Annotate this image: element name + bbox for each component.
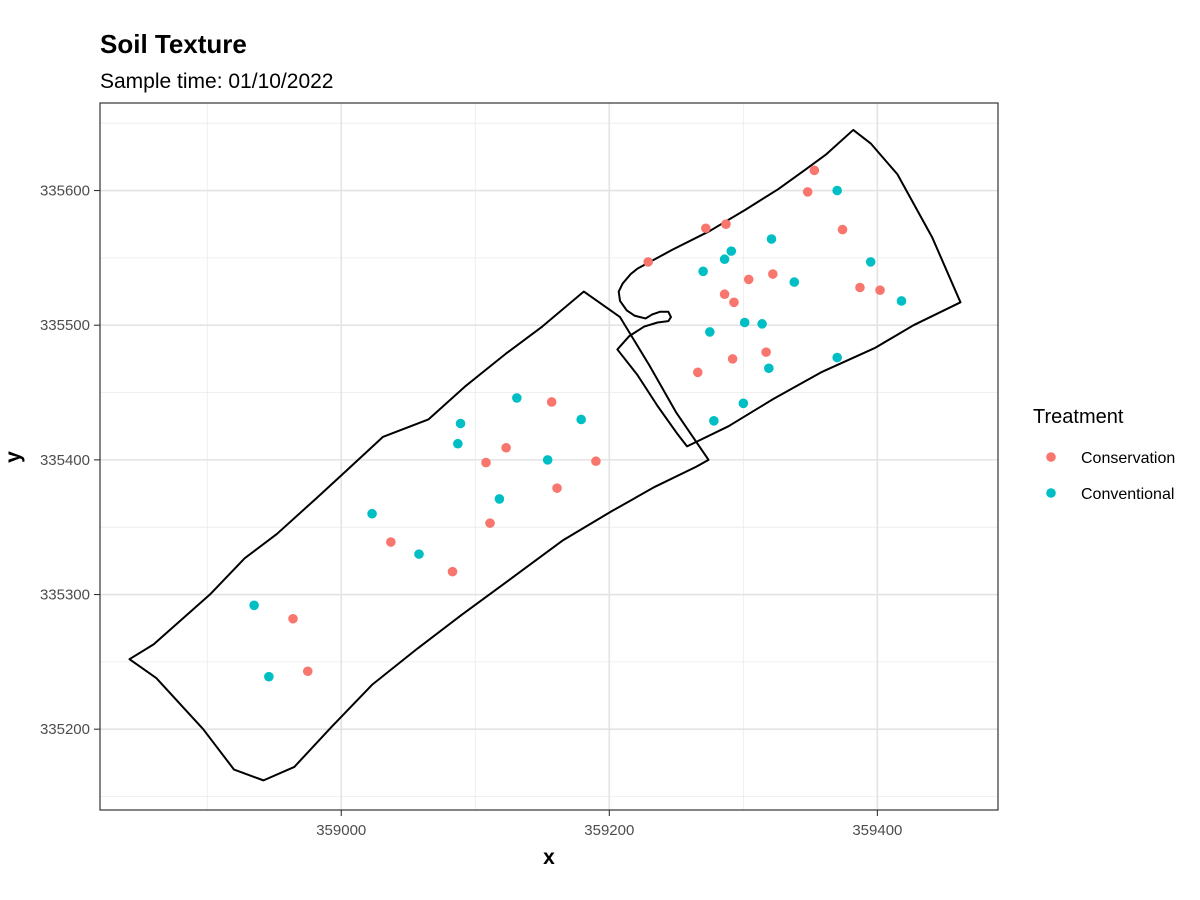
y-tick-label: 335500 bbox=[40, 317, 90, 334]
y-tick-label: 335400 bbox=[40, 452, 90, 469]
point-conventional bbox=[414, 549, 424, 559]
point-conventional bbox=[832, 352, 842, 363]
chart-subtitle: Sample time: 01/10/2022 bbox=[100, 70, 333, 93]
point-conservation bbox=[501, 442, 511, 453]
y-tick-label: 335300 bbox=[40, 587, 90, 604]
y-axis-ticks: 335200 335300 335400 335500 335600 bbox=[40, 183, 100, 738]
point-conventional bbox=[764, 363, 774, 374]
point-conservation bbox=[692, 367, 703, 378]
point-conventional bbox=[739, 317, 750, 328]
x-axis-ticks: 359000 359200 359400 bbox=[316, 810, 902, 839]
field-boundary-southwest bbox=[128, 290, 710, 782]
point-conservation bbox=[552, 483, 562, 493]
x-tick-label: 359200 bbox=[584, 822, 634, 839]
legend-entries: Conservation Conventional bbox=[1046, 450, 1175, 503]
y-axis-label: y bbox=[2, 451, 25, 463]
point-conservation bbox=[721, 219, 731, 229]
point-conservation bbox=[875, 285, 885, 295]
y-tick-label: 335600 bbox=[40, 183, 90, 200]
point-conventional bbox=[494, 494, 505, 504]
point-conventional bbox=[367, 508, 377, 519]
chart-title: Soil Texture bbox=[100, 29, 247, 59]
point-conservation bbox=[802, 187, 813, 197]
legend-label-conventional: Conventional bbox=[1081, 486, 1174, 503]
point-conservation bbox=[591, 456, 601, 467]
point-conventional bbox=[789, 277, 800, 287]
point-conservation bbox=[837, 224, 848, 235]
point-conventional bbox=[865, 257, 876, 267]
data-points bbox=[249, 165, 907, 682]
point-conventional bbox=[512, 393, 522, 403]
point-conventional bbox=[249, 600, 259, 611]
legend: Treatment Conservation Conventional bbox=[1033, 406, 1175, 503]
point-conventional bbox=[698, 266, 708, 277]
point-conservation bbox=[855, 282, 865, 293]
point-conservation bbox=[288, 613, 298, 624]
point-conservation bbox=[809, 165, 820, 176]
point-conservation bbox=[386, 537, 396, 547]
point-conservation bbox=[761, 347, 771, 357]
point-conservation bbox=[485, 518, 495, 528]
legend-label-conservation: Conservation bbox=[1081, 450, 1175, 467]
point-conventional bbox=[896, 296, 907, 306]
legend-title: Treatment bbox=[1033, 406, 1124, 428]
point-conventional bbox=[542, 455, 553, 465]
point-conventional bbox=[455, 418, 466, 429]
plot-panel-border bbox=[99, 102, 999, 811]
point-conservation bbox=[643, 257, 653, 267]
point-conventional bbox=[738, 398, 749, 409]
point-conventional bbox=[719, 254, 730, 265]
point-conventional bbox=[757, 319, 767, 329]
point-conventional bbox=[726, 246, 737, 256]
x-tick-label: 359000 bbox=[316, 822, 366, 839]
point-conservation bbox=[729, 297, 739, 308]
point-conventional bbox=[766, 234, 777, 244]
point-conventional bbox=[705, 327, 715, 337]
y-tick-label: 335200 bbox=[40, 721, 90, 738]
point-conservation bbox=[719, 289, 730, 300]
point-conventional bbox=[832, 185, 842, 196]
point-conservation bbox=[743, 274, 754, 285]
point-conservation bbox=[727, 354, 738, 364]
point-conventional bbox=[709, 416, 719, 426]
legend-key-conventional bbox=[1046, 488, 1056, 498]
point-conservation bbox=[701, 223, 711, 234]
point-conservation bbox=[447, 566, 458, 577]
point-conventional bbox=[576, 414, 586, 425]
point-conservation bbox=[768, 269, 778, 279]
point-conservation bbox=[481, 457, 491, 468]
point-conservation bbox=[302, 666, 313, 677]
point-conventional bbox=[453, 438, 463, 449]
x-axis-label: x bbox=[543, 846, 555, 869]
point-conventional bbox=[264, 671, 274, 682]
x-tick-label: 359400 bbox=[852, 822, 902, 839]
point-conservation bbox=[546, 397, 557, 407]
legend-key-conservation bbox=[1046, 452, 1056, 462]
